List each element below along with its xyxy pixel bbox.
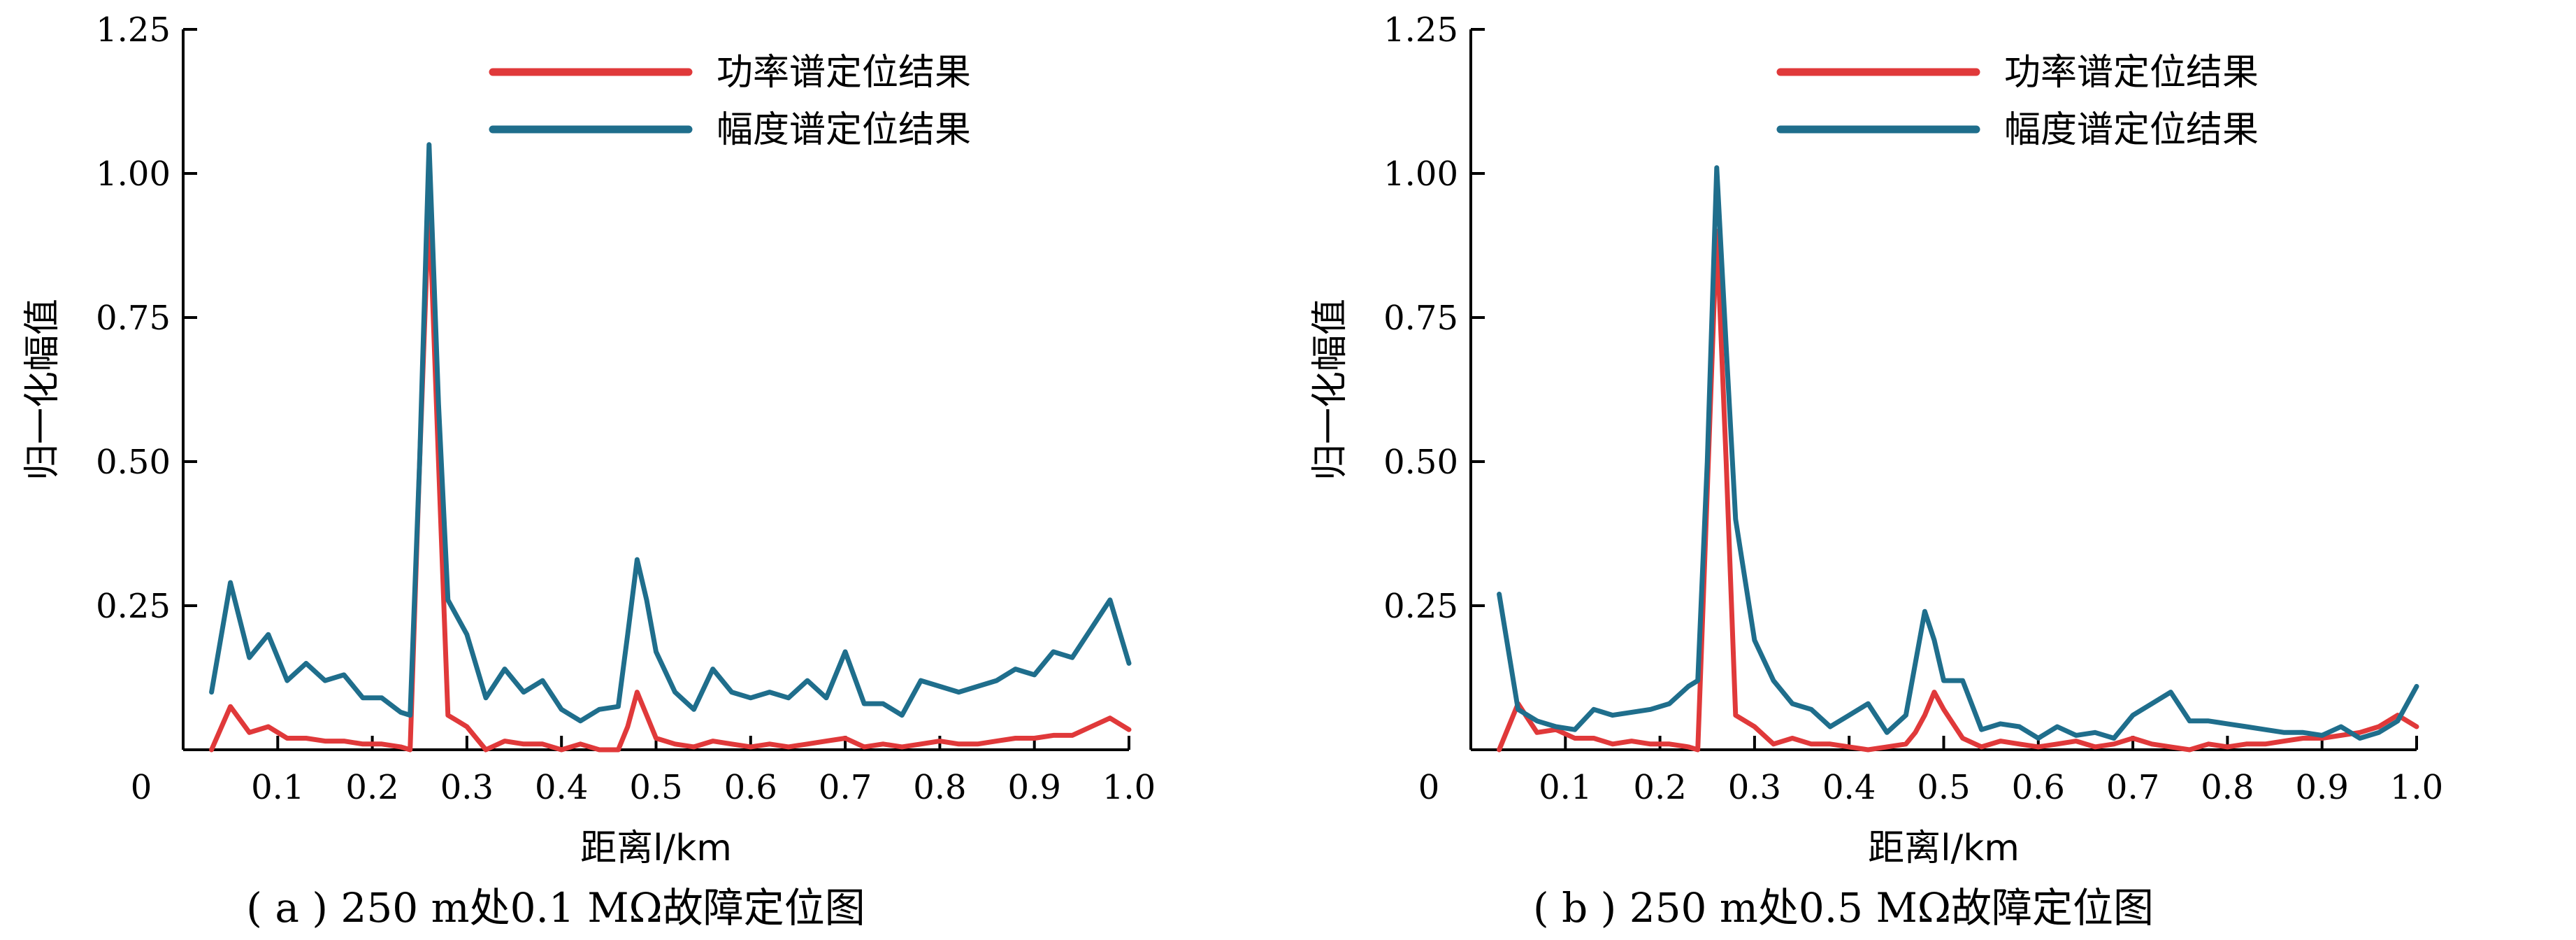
legend-label-power: 功率谱定位结果 (717, 52, 971, 94)
x-tick-label: 0.5 (629, 768, 682, 807)
x-axis-label: 距离l/km (580, 827, 732, 869)
x-tick-label: 0.6 (2012, 768, 2065, 807)
chart-caption: ( a ) 250 m处0.1 MΩ故障定位图 (246, 884, 865, 932)
origin-label: 0 (1418, 768, 1440, 807)
origin-label: 0 (131, 768, 152, 807)
chart-caption: ( b ) 250 m处0.5 MΩ故障定位图 (1533, 884, 2154, 932)
series-line-power (1497, 228, 2419, 753)
x-tick-label: 0.2 (345, 768, 398, 807)
x-tick-label: 0.4 (1822, 768, 1876, 807)
y-tick-label: 1.25 (1383, 10, 1458, 50)
x-tick-label: 0.9 (2296, 768, 2349, 807)
x-tick-label: 1.0 (2390, 768, 2443, 807)
x-tick-label: 0.9 (1008, 768, 1061, 807)
y-tick-label: 1.00 (96, 155, 171, 194)
y-tick-label: 0.50 (96, 443, 171, 482)
legend-label-power: 功率谱定位结果 (2004, 52, 2259, 94)
y-tick-label: 0.50 (1383, 443, 1458, 482)
legend-label-amplitude: 幅度谱定位结果 (717, 109, 971, 151)
y-tick-label: 1.00 (1383, 155, 1458, 194)
y-axis-label: 归一化幅值 (1309, 299, 1351, 480)
x-tick-label: 0.7 (819, 768, 872, 807)
series-line-amplitude (209, 142, 1132, 724)
x-tick-label: 1.0 (1102, 768, 1156, 807)
x-tick-label: 0.5 (1917, 768, 1970, 807)
x-tick-label: 0.3 (440, 768, 494, 807)
y-axis-label: 归一化幅值 (22, 299, 64, 480)
chart-panel-b: 0.25 0.50 0.75 1.00 1.25 0.1 0.2 0.3 0.4 0.5 0.6 0.… (1288, 0, 2575, 940)
x-tick-label: 0.7 (2106, 768, 2159, 807)
chart-panel-a: 0.25 0.50 0.75 1.00 1.25 0.1 0.2 0.3 0.4 0.5 0.6 0.… (22, 10, 1156, 932)
y-tick-label: 0.75 (1383, 299, 1458, 338)
y-tick-label: 0.25 (1383, 587, 1458, 626)
legend-label-amplitude: 幅度谱定位结果 (2004, 109, 2259, 151)
chart-svg-b: 0.250.500.751.001.250.1 0.2 0.3 0.4 0.5 0.6 0.… (1309, 10, 2443, 932)
chart-svg-a: 0.250.500.751.001.250.1 0.2 0.3 0.4 0.5 0.6 0.… (22, 10, 1156, 932)
x-axis-label: 距离l/km (1868, 827, 2020, 869)
x-tick-label: 0.1 (251, 768, 304, 807)
x-tick-label: 0.6 (724, 768, 777, 807)
y-tick-label: 0.75 (96, 299, 171, 338)
x-tick-label: 0.3 (1728, 768, 1781, 807)
x-tick-label: 0.8 (913, 768, 966, 807)
x-tick-label: 0.8 (2201, 768, 2254, 807)
series-line-amplitude (1497, 165, 2419, 741)
y-tick-label: 1.25 (96, 10, 171, 50)
x-tick-label: 0.4 (535, 768, 588, 807)
y-tick-label: 0.25 (96, 587, 171, 626)
series-line-power (209, 199, 1132, 753)
x-tick-label: 0.2 (1633, 768, 1686, 807)
x-tick-label: 0.1 (1539, 768, 1592, 807)
